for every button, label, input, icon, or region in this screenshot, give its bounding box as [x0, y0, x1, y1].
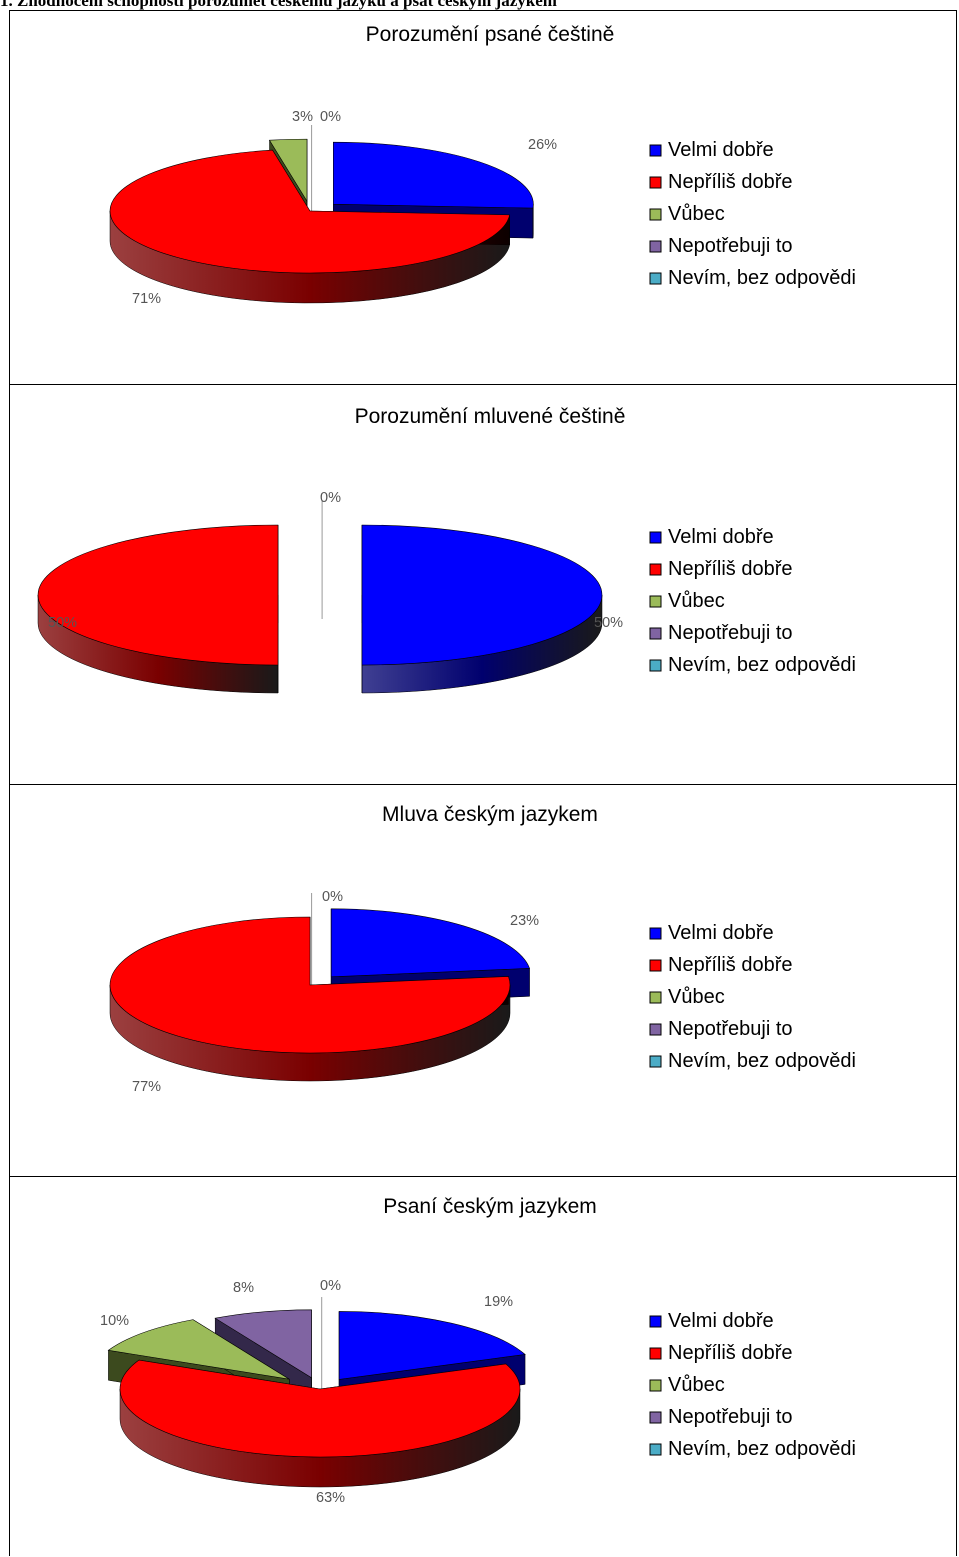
legend-item: Velmi dobře	[649, 1310, 774, 1332]
legend-swatch	[649, 1347, 662, 1360]
legend-item: Vůbec	[649, 986, 725, 1008]
data-label: 23%	[510, 913, 539, 929]
legend-swatch	[649, 659, 662, 672]
data-label: 19%	[484, 1294, 513, 1310]
legend-item: Nepotřebuji to	[649, 235, 793, 257]
legend-swatch	[649, 1411, 662, 1424]
legend-item: Vůbec	[649, 1374, 725, 1396]
legend-label: Vůbec	[668, 203, 725, 225]
data-label: 50%	[48, 615, 77, 631]
legend-swatch	[649, 959, 662, 972]
legend-swatch	[649, 176, 662, 189]
legend-item: Vůbec	[649, 590, 725, 612]
legend-label: Nepotřebuji to	[668, 622, 793, 644]
chart-title: Porozumění mluvené češtině	[355, 405, 626, 428]
legend-swatch	[649, 1379, 662, 1392]
data-label: 0%	[320, 490, 341, 506]
legend-label: Velmi dobře	[668, 139, 774, 161]
legend-swatch	[649, 1443, 662, 1456]
legend-label: Nepotřebuji to	[668, 1018, 793, 1040]
legend-label: Nevím, bez odpovědi	[668, 1438, 856, 1460]
legend-item: Nepříliš dobře	[649, 171, 793, 193]
legend-label: Nepotřebuji to	[668, 235, 793, 257]
pie-slice-nep-li-dob-e	[119, 1359, 521, 1488]
data-label: 0%	[320, 1278, 341, 1294]
legend-label: Vůbec	[668, 986, 725, 1008]
legend-swatch	[649, 991, 662, 1004]
data-label: 71%	[132, 291, 161, 307]
legend-label: Nepotřebuji to	[668, 1406, 793, 1428]
legend-label: Vůbec	[668, 1374, 725, 1396]
chart-title: Mluva českým jazykem	[382, 803, 598, 826]
legend-swatch	[649, 1055, 662, 1068]
legend-label: Nepříliš dobře	[668, 558, 793, 580]
pie-slice-nep-li-dob-e	[109, 916, 511, 1082]
legend-item: Nepříliš dobře	[649, 1342, 793, 1364]
page-heading: 1. Zhodnocení schopností porozumět české…	[0, 0, 557, 10]
legend-label: Nevím, bez odpovědi	[668, 267, 856, 289]
legend-label: Vůbec	[668, 590, 725, 612]
chart-panel-psani: Psaní českým jazykem 19% 63% 10% 8% 0% Velmi d…	[9, 1176, 957, 1556]
data-label: 63%	[316, 1490, 345, 1506]
chart-panel-psane: Porozumění psané češtině 26% 71% 3% 0% Velmi …	[9, 10, 957, 384]
legend-swatch	[649, 531, 662, 544]
legend-swatch	[649, 208, 662, 221]
data-label: 50%	[594, 615, 623, 631]
legend-label: Velmi dobře	[668, 526, 774, 548]
legend-item: Nepotřebuji to	[649, 1018, 793, 1040]
legend-label: Velmi dobře	[668, 922, 774, 944]
pie-chart-svg: Porozumění psané češtině 26% 71% 3% 0% Velmi …	[109, 23, 856, 307]
chart-panel-mluva: Mluva českým jazykem 23% 77% 0% Velmi dobře N…	[9, 784, 957, 1176]
legend-swatch	[649, 563, 662, 576]
data-label: 8%	[233, 1280, 254, 1296]
data-label: 0%	[322, 889, 343, 905]
chart-title: Psaní českým jazykem	[383, 1195, 597, 1218]
legend-swatch	[649, 240, 662, 253]
legend-label: Velmi dobře	[668, 1310, 774, 1332]
legend-item: Nepříliš dobře	[649, 558, 793, 580]
legend-swatch	[649, 595, 662, 608]
legend-swatch	[649, 627, 662, 640]
legend-item: Nevím, bez odpovědi	[649, 1050, 856, 1072]
legend-swatch	[649, 1023, 662, 1036]
legend-item: Nepotřebuji to	[649, 622, 793, 644]
pie-slice-nep-li-dob-e	[37, 524, 279, 694]
legend-item: Vůbec	[649, 203, 725, 225]
legend-item: Nevím, bez odpovědi	[649, 1438, 856, 1460]
legend-item: Nepotřebuji to	[649, 1406, 793, 1428]
legend-swatch	[649, 144, 662, 157]
legend-label: Nevím, bez odpovědi	[668, 654, 856, 676]
pie-chart-svg: Porozumění mluvené češtině 50% 50% 0% Velmi …	[37, 405, 856, 694]
legend-swatch	[649, 272, 662, 285]
legend-item: Nevím, bez odpovědi	[649, 267, 856, 289]
pie-slice-nep-li-dob-e	[109, 149, 510, 304]
pie-slice-velmi-dob-e	[361, 524, 603, 694]
pie-chart-svg: Mluva českým jazykem 23% 77% 0% Velmi dobře N…	[109, 803, 856, 1095]
legend-label: Nepříliš dobře	[668, 1342, 793, 1364]
data-label: 3%	[292, 109, 313, 125]
data-label: 10%	[100, 1313, 129, 1329]
legend-label: Nepříliš dobře	[668, 954, 793, 976]
legend-swatch	[649, 1315, 662, 1328]
pie-chart-svg: Psaní českým jazykem 19% 63% 10% 8% 0% Velmi d…	[100, 1195, 856, 1506]
chart-panel-mluvene: Porozumění mluvené češtině 50% 50% 0% Velmi …	[9, 384, 957, 784]
data-label: 77%	[132, 1079, 161, 1095]
legend-item: Velmi dobře	[649, 922, 774, 944]
data-label: 0%	[320, 109, 341, 125]
legend-label: Nepříliš dobře	[668, 171, 793, 193]
chart-title: Porozumění psané češtině	[366, 23, 615, 46]
legend-swatch	[649, 927, 662, 940]
legend-item: Velmi dobře	[649, 139, 774, 161]
legend-item: Velmi dobře	[649, 526, 774, 548]
legend-item: Nevím, bez odpovědi	[649, 654, 856, 676]
legend-item: Nepříliš dobře	[649, 954, 793, 976]
data-label: 26%	[528, 137, 557, 153]
legend-label: Nevím, bez odpovědi	[668, 1050, 856, 1072]
